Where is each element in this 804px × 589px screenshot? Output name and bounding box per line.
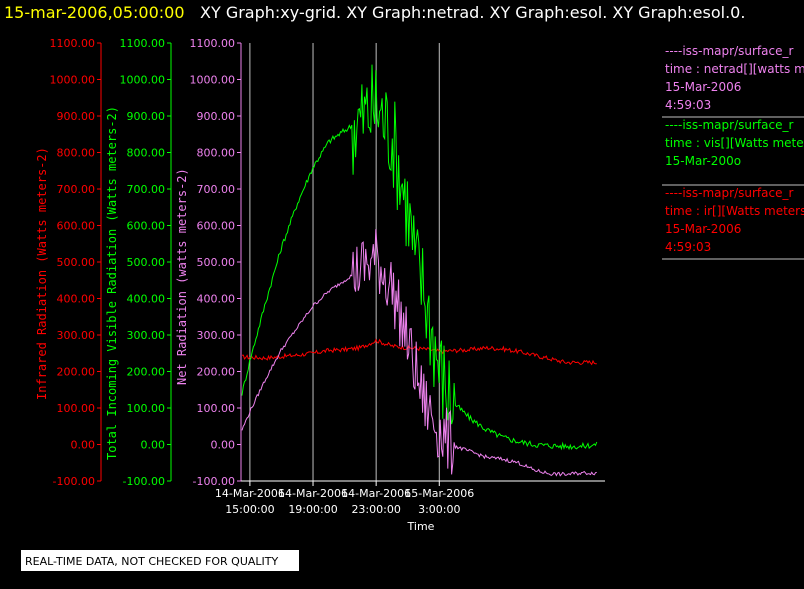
ir-tick-label: 400.00	[57, 293, 96, 306]
vis-tick-label: 600.00	[127, 220, 166, 233]
legend-line: 15-Mar-2006	[665, 222, 741, 236]
net-tick-label: 800.00	[197, 147, 236, 160]
vis-axis-label: Total Incoming Visible Radiation (Watts …	[105, 106, 119, 460]
legend-line: 15-Mar-2006	[665, 80, 741, 94]
vis-tick-label: 200.00	[127, 366, 166, 379]
x-tick-date: 14-Mar-2006	[341, 487, 411, 500]
vis-tick-label: 900.00	[127, 110, 166, 123]
x-tick-date: 14-Mar-2006	[215, 487, 285, 500]
ir-axis-label: Infrared Radiation (Watts meters-2)	[35, 147, 49, 400]
ir-tick-label: 500.00	[57, 256, 96, 269]
ir-tick-label: 100.00	[57, 402, 96, 415]
net-tick-label: 300.00	[197, 329, 236, 342]
x-tick-date: 15-Mar-2006	[404, 487, 474, 500]
legend-line: 15-Mar-200o	[665, 154, 741, 168]
net-tick-label: 700.00	[197, 183, 236, 196]
quality-note: REAL-TIME DATA, NOT CHECKED FOR QUALITY	[25, 555, 279, 568]
net-tick-label: 0.00	[211, 439, 236, 452]
ir-tick-label: 0.00	[71, 439, 96, 452]
legend-line: ----iss-mapr/surface_r	[665, 186, 793, 200]
vis-tick-label: 300.00	[127, 329, 166, 342]
vis-series-line	[241, 64, 598, 451]
x-tick-time: 3:00:00	[418, 503, 460, 516]
vis-tick-label: 100.00	[127, 402, 166, 415]
ir-tick-label: 300.00	[57, 329, 96, 342]
ir-tick-label: 900.00	[57, 110, 96, 123]
legend-line: time : vis[][Watts mete	[665, 136, 804, 150]
legend-line: ----iss-mapr/surface_r	[665, 44, 793, 58]
vis-tick-label: 400.00	[127, 293, 166, 306]
vis-tick-label: 0.00	[141, 439, 166, 452]
legend-line: time : ir[][Watts meters	[665, 204, 804, 218]
netrad-series-line	[241, 229, 597, 477]
net-tick-label: 200.00	[197, 366, 236, 379]
x-tick-date: 14-Mar-2006	[278, 487, 348, 500]
ir-tick-label: 200.00	[57, 366, 96, 379]
x-tick-time: 15:00:00	[225, 503, 274, 516]
ir-tick-label: 1100.00	[50, 37, 96, 50]
legend-line: 4:59:03	[665, 240, 711, 254]
net-tick-label: 400.00	[197, 293, 236, 306]
vis-tick-label: 700.00	[127, 183, 166, 196]
x-axis-title: Time	[407, 520, 435, 533]
vis-tick-label: 1000.00	[120, 74, 166, 87]
ir-tick-label: 700.00	[57, 183, 96, 196]
quality-note-box	[21, 550, 299, 571]
vis-tick-label: 1100.00	[120, 37, 166, 50]
ir-tick-label: -100.00	[53, 475, 95, 488]
net-tick-label: 1100.00	[190, 37, 236, 50]
net-axis-label: Net Radiation (watts meters-2)	[175, 168, 189, 385]
net-tick-label: 500.00	[197, 256, 236, 269]
ir-series-line	[241, 338, 597, 366]
legend-line: time : netrad[][watts m	[665, 62, 804, 76]
ir-tick-label: 800.00	[57, 147, 96, 160]
net-tick-label: 100.00	[197, 402, 236, 415]
net-tick-label: -100.00	[193, 475, 235, 488]
ir-tick-label: 600.00	[57, 220, 96, 233]
legend-line: ----iss-mapr/surface_r	[665, 118, 793, 132]
vis-tick-label: 800.00	[127, 147, 166, 160]
vis-tick-label: 500.00	[127, 256, 166, 269]
net-tick-label: 1000.00	[190, 74, 236, 87]
x-tick-time: 23:00:00	[351, 503, 400, 516]
header-graph-list: XY Graph:xy-grid. XY Graph:netrad. XY Gr…	[200, 3, 745, 22]
net-tick-label: 900.00	[197, 110, 236, 123]
vis-tick-label: -100.00	[123, 475, 165, 488]
header-datetime: 15-mar-2006,05:00:00	[4, 3, 185, 22]
net-tick-label: 600.00	[197, 220, 236, 233]
legend-line: 4:59:03	[665, 98, 711, 112]
x-tick-time: 19:00:00	[288, 503, 337, 516]
ir-tick-label: 1000.00	[50, 74, 96, 87]
